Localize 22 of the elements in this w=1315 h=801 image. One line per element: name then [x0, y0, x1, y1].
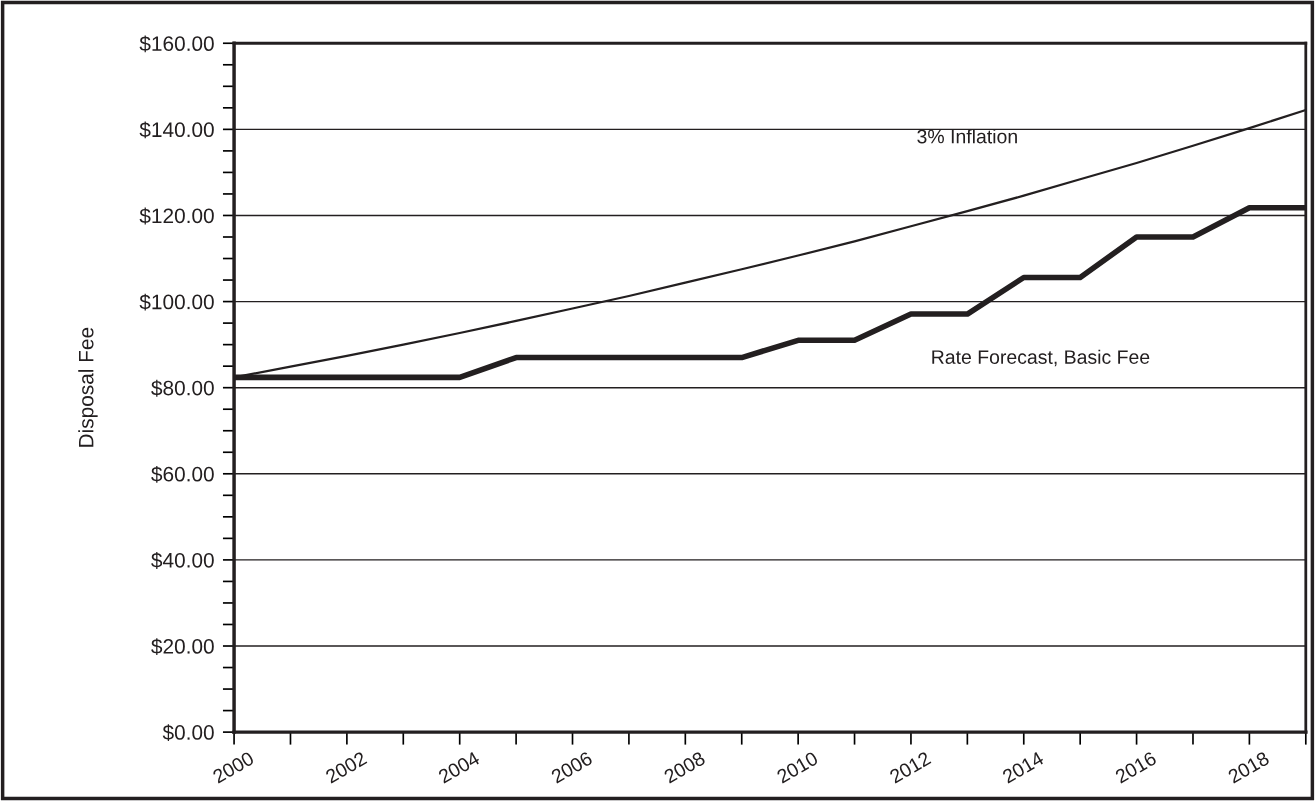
- text: 3% Inflation: [917, 129, 1017, 144]
- y-tick-label: $60.00: [151, 465, 214, 483]
- y-tick-label: $0.00: [162, 724, 214, 742]
- x-tick-label: 2010: [775, 750, 819, 784]
- x-tick-label: 2006: [550, 751, 594, 784]
- y-tick-label: $80.00: [151, 379, 214, 397]
- x-tick-label: 2012: [888, 751, 932, 784]
- y-axis-title: Disposal Fee: [78, 327, 98, 447]
- x-tick-label: 2002: [324, 751, 368, 784]
- y-tick-label: $120.00: [139, 207, 214, 225]
- x-tick-label: 2018: [1227, 751, 1270, 784]
- y-tick-label: $100.00: [139, 293, 214, 311]
- y-tick-label: $160.00: [139, 35, 214, 53]
- x-tick-label: 2008: [663, 751, 706, 784]
- x-tick-label: 2016: [1114, 751, 1158, 784]
- x-tick-label: 2014: [1001, 750, 1045, 784]
- y-tick-label: $20.00: [151, 638, 214, 655]
- series-label: Rate Forecast, Basic Fee: [932, 349, 1150, 367]
- x-tick-label: 2000: [211, 750, 255, 784]
- y-tick-label: $40.00: [151, 552, 214, 569]
- y-tick-label: $140.00: [139, 121, 214, 139]
- x-tick-label: 2004: [437, 750, 481, 784]
